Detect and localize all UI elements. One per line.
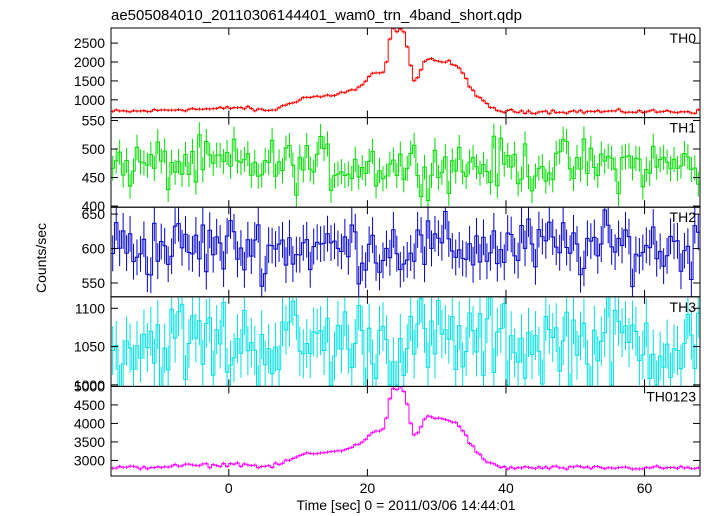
y-tick-label: 1500 xyxy=(74,73,105,89)
panel-th0: 1000 1500 2000 2500 TH0 xyxy=(74,27,701,119)
series-name-label: TH2 xyxy=(670,209,697,225)
y-tick-label: 2000 xyxy=(74,54,105,70)
panel-th0123: 3000 3500 4000 4500 5000 TH0123 0 20 40 60 xyxy=(74,378,701,496)
series-line xyxy=(111,386,700,470)
y-tick-label: 1050 xyxy=(74,339,105,355)
y-axis-label: Counts/sec xyxy=(33,223,49,293)
y-tick-label: 550 xyxy=(82,112,106,128)
panel-data-th0123 xyxy=(111,386,700,471)
y-tick-label: 650 xyxy=(82,206,106,222)
series-name-label: TH1 xyxy=(670,120,697,136)
y-tick-label: 4000 xyxy=(74,415,105,431)
x-axis-label: Time [sec] 0 = 2011/03/06 14:44:01 xyxy=(296,497,515,513)
x-tick-label: 60 xyxy=(637,480,653,496)
y-tick-label: 4500 xyxy=(74,397,105,413)
y-tick-label: 500 xyxy=(82,141,106,157)
y-tick-label: 600 xyxy=(82,241,106,257)
panel-th3: 1000 1050 1100 TH3 xyxy=(74,296,701,393)
series-line xyxy=(111,209,700,288)
x-tick-label: 40 xyxy=(498,480,514,496)
chart-title: ae505084010_20110306144401_wam0_trn_4ban… xyxy=(111,7,522,24)
series-name-label: TH0 xyxy=(670,30,697,46)
series-name-label: TH3 xyxy=(670,299,697,315)
y-tick-label: 5000 xyxy=(74,378,105,394)
series-name-label: TH0123 xyxy=(646,388,696,404)
series-line xyxy=(111,296,700,387)
y-tick-label: 450 xyxy=(82,170,106,186)
x-tick-label: 20 xyxy=(360,480,376,496)
panel-th2: 550 600 650 TH2 xyxy=(82,206,701,298)
y-tick-label: 1000 xyxy=(74,377,105,393)
y-tick-label: 3500 xyxy=(74,434,105,450)
y-tick-label: 3000 xyxy=(74,452,105,468)
series-line xyxy=(111,134,700,202)
panel-data-th2 xyxy=(111,207,700,297)
panel-frame xyxy=(110,385,701,477)
panel-data-th0 xyxy=(111,28,700,116)
y-tick-label: 1000 xyxy=(74,92,105,108)
panel-data-th3 xyxy=(111,296,700,387)
x-tick-label: 0 xyxy=(225,480,233,496)
y-tick-label: 1100 xyxy=(75,300,105,316)
panel-th1: 400 450 500 550 TH1 xyxy=(82,112,701,214)
y-tick-label: 550 xyxy=(82,275,106,291)
series-line xyxy=(111,28,700,115)
panel-data-th1 xyxy=(111,122,700,208)
y-tick-label: 400 xyxy=(82,198,106,214)
y-tick-label: 2500 xyxy=(74,35,105,51)
